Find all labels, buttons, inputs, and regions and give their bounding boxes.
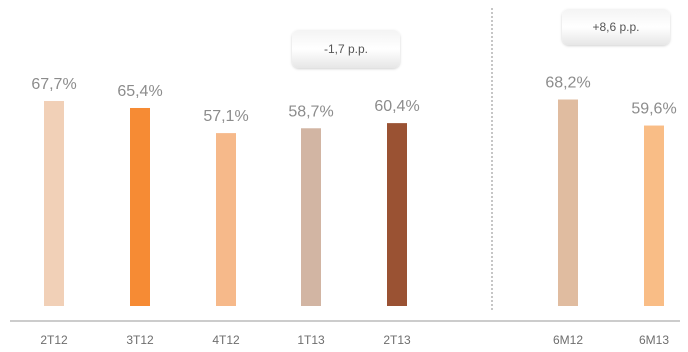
value-label-2t13: 60,4% — [374, 98, 419, 115]
category-label-4t12: 4T12 — [212, 333, 240, 347]
value-label-6m12: 68,2% — [545, 75, 590, 92]
bar-6m13 — [644, 125, 664, 307]
value-label-3t12: 65,4% — [117, 83, 162, 100]
bar-4t12 — [216, 133, 236, 306]
category-label-6m13: 6M13 — [639, 333, 669, 347]
value-label-1t13: 58,7% — [288, 103, 333, 120]
category-label-3t12: 3T12 — [126, 333, 154, 347]
value-label-4t12: 57,1% — [203, 108, 248, 125]
bar-2t12 — [44, 101, 64, 307]
category-label-2t12: 2T12 — [40, 333, 68, 347]
bar-2t13 — [387, 123, 407, 306]
bar-1t13 — [301, 128, 321, 306]
bar-3t12 — [130, 107, 150, 306]
category-label-6m12: 6M12 — [553, 333, 583, 347]
value-label-6m13: 59,6% — [631, 101, 676, 118]
bar-6m12 — [558, 99, 578, 306]
category-label-2t13: 2T13 — [383, 333, 411, 347]
change-badge-semiannual-label: +8,6 p.p. — [592, 20, 639, 34]
category-label-1t13: 1T13 — [297, 333, 325, 347]
category-labels: 2T12 3T12 4T12 1T13 2T13 6M12 6M13 — [40, 333, 669, 347]
bar-series — [44, 99, 664, 307]
change-badge-quarterly-label: -1,7 p.p. — [324, 42, 368, 56]
change-badge-quarterly: -1,7 p.p. — [292, 30, 400, 68]
change-badge-semiannual: +8,6 p.p. — [562, 9, 670, 45]
value-label-2t12: 67,7% — [31, 76, 76, 93]
value-labels: 67,7% 65,4% 57,1% 58,7% 60,4% 68,2% 59,6% — [31, 75, 676, 126]
